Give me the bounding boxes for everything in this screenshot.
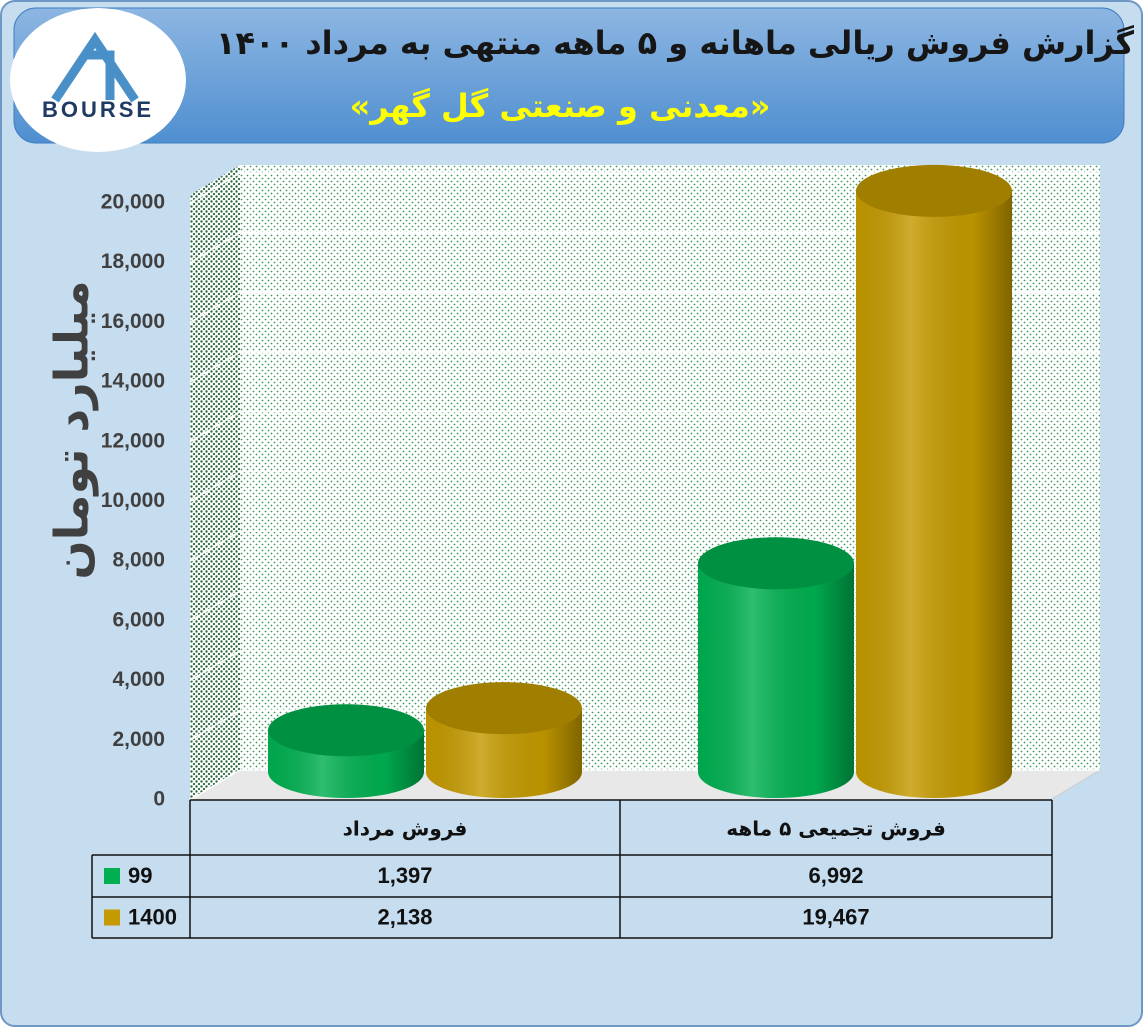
grid-line (189, 172, 241, 204)
cylinder-top (856, 164, 1012, 217)
grid-line (189, 470, 241, 503)
logo-badge (10, 8, 186, 152)
table-value: 1,397 (377, 863, 432, 888)
table-value: 19,467 (802, 904, 869, 929)
side-wall (190, 165, 240, 800)
grid-line (189, 590, 241, 622)
cylinder-top-shade (268, 704, 424, 757)
legend-label: 99 (128, 863, 152, 888)
y-tick-label: 6,000 (112, 608, 165, 631)
legend-swatch (104, 909, 120, 926)
y-tick-label: 14,000 (101, 370, 165, 393)
grid-line (189, 649, 241, 682)
grid-line (189, 351, 241, 383)
cylinder (426, 682, 582, 798)
cylinder (698, 537, 854, 798)
cylinder-top (698, 537, 854, 590)
legend-label: 1400 (128, 904, 177, 929)
cylinder-shade (856, 190, 1012, 799)
cylinder (268, 704, 424, 798)
y-tick-label: 10,000 (101, 489, 165, 512)
y-tick-label: 12,000 (101, 429, 165, 452)
y-tick-label: 18,000 (101, 250, 165, 273)
chart-title: گزارش فروش ریالی ماهانه و ۵ ماهه منتهی ب… (216, 24, 1134, 62)
table-value: 2,138 (377, 904, 432, 929)
x-tick-label: فروش مرداد (343, 817, 468, 841)
table-value: 6,992 (808, 863, 863, 888)
grid-line (189, 291, 241, 324)
grid-line (189, 411, 241, 443)
y-tick-label: 0 (153, 788, 165, 811)
logo-mark (51, 31, 139, 103)
grid-line (189, 709, 241, 741)
x-tick-label: فروش تجمیعی ۵ ماهه (726, 817, 946, 841)
y-tick-label: 16,000 (101, 310, 165, 333)
legend-swatch (104, 868, 120, 884)
cylinder (856, 164, 1012, 799)
y-tick-label: 4,000 (112, 668, 165, 691)
logo-text: BOURSE (42, 97, 154, 122)
cylinder-top (426, 682, 582, 735)
grid-line (189, 769, 241, 801)
y-tick-label: 2,000 (112, 728, 165, 751)
grid-line (189, 232, 241, 264)
cylinder-top-shade (698, 537, 854, 590)
chart-subtitle: «معدنی و صنعتی گل گهر» (350, 87, 771, 125)
cylinder-top-shade (856, 164, 1012, 217)
cylinder-shade (698, 563, 854, 798)
cylinder-top-shade (426, 682, 582, 735)
y-tick-label: 8,000 (112, 549, 165, 572)
y-tick-label: 20,000 (101, 191, 165, 214)
cylinder-top (268, 704, 424, 757)
grid-line (189, 530, 241, 562)
y-axis-title: میلیارد تومان (45, 280, 99, 579)
